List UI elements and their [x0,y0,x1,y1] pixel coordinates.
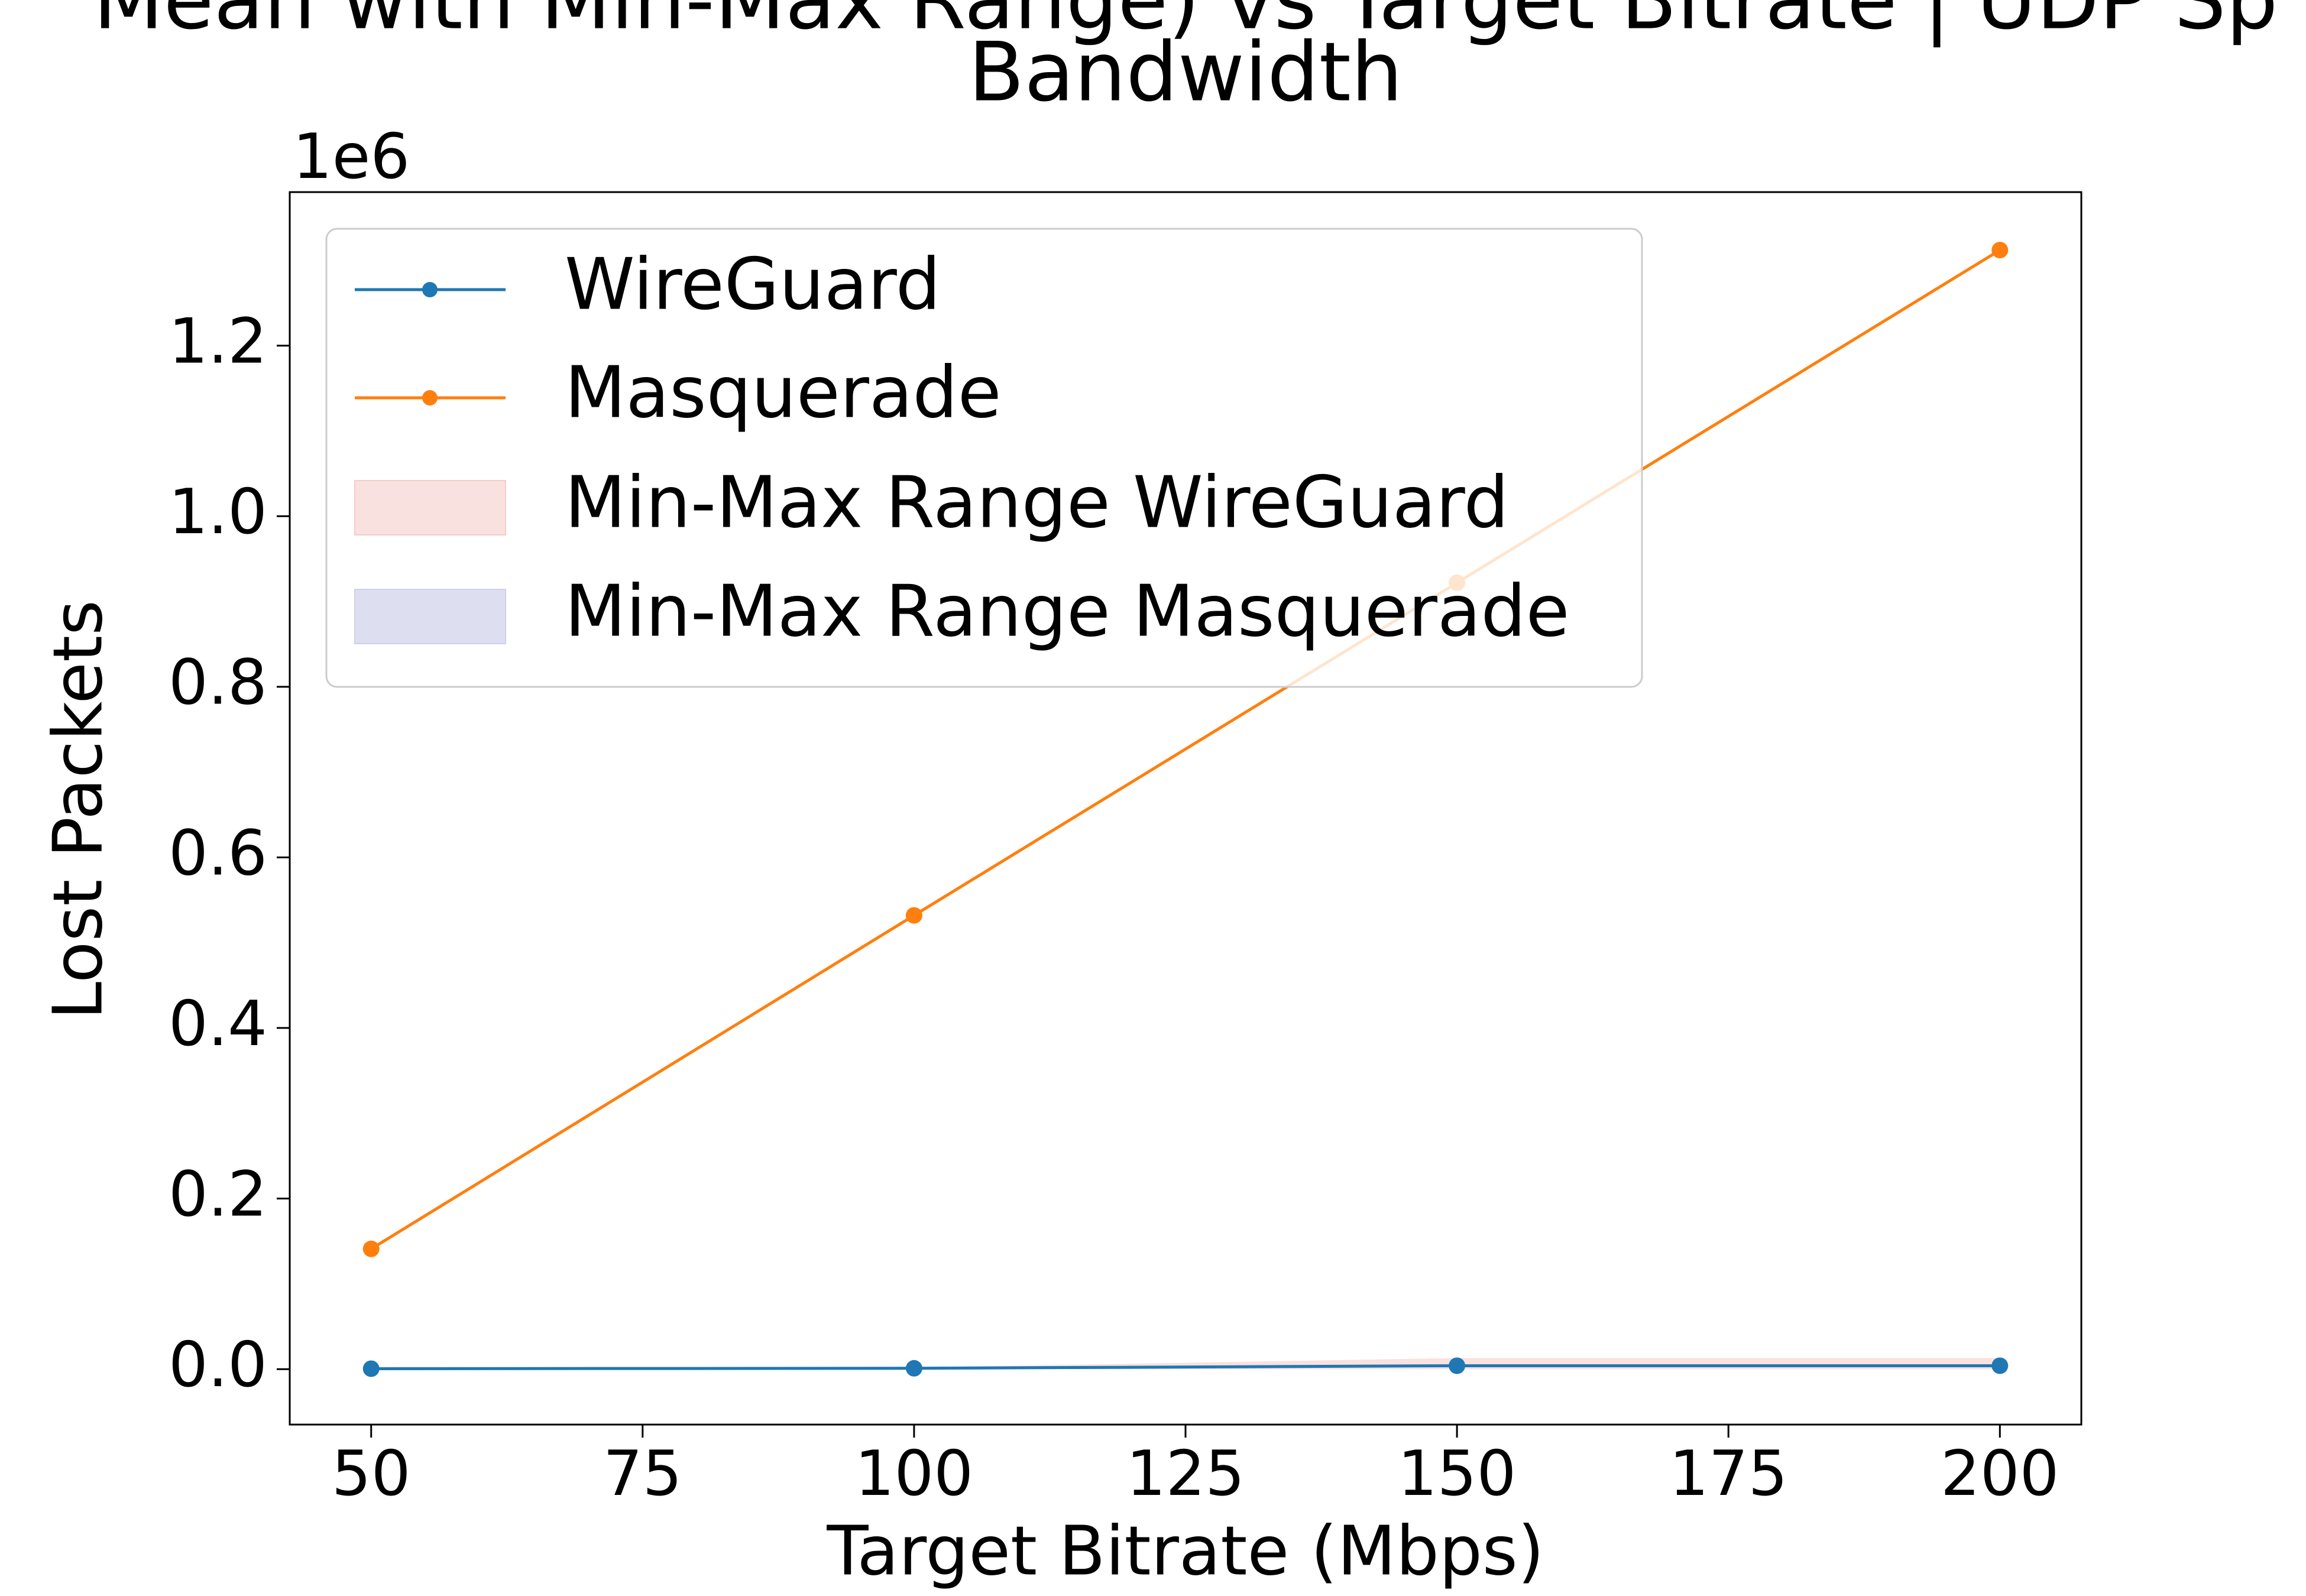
legend-swatch-range-wireguard [354,480,506,536]
y-tick-label: 0.0 [169,1329,267,1401]
y-axis-title: Lost Packets [39,600,118,1020]
series-lines [370,248,2001,1370]
x-tick-label: 75 [603,1438,682,1510]
data-point-masquerade-50 [362,1240,380,1257]
x-tick-label: 200 [1941,1438,2059,1510]
chart-title-line-1: Mean with Min-Max Range) vs Target Bitra… [93,0,2278,48]
data-point-wireguard-100 [905,1360,922,1377]
legend-marker-masquerade [422,390,438,406]
x-axis-ticks: 50 75 100 125 150 175 200 [332,1425,2059,1510]
legend-frame [325,228,1643,688]
chart-title-line-2: Bandwidth [969,25,1403,120]
legend-label-wireguard: WireGuard [565,244,941,326]
x-tick-label: 125 [1126,1438,1245,1510]
legend-label-range-masquerade: Min-Max Range Masquerade [565,571,1569,653]
series-points [362,242,2009,1377]
legend-item-masquerade: Masquerade [355,352,1002,434]
x-tick-label: 100 [855,1438,973,1510]
y-tick-label: 0.8 [169,647,267,719]
data-point-masquerade-100 [905,907,922,924]
y-tick-label: 1.2 [169,306,267,378]
legend: WireGuard Masquerade Min-Max Range WireG… [325,228,1643,688]
legend-label-masquerade: Masquerade [565,352,1002,434]
legend-swatch-range-masquerade [354,589,506,644]
x-tick-label: 50 [332,1438,411,1510]
x-tick-label: 175 [1669,1438,1787,1510]
y-tick-label: 0.6 [169,817,267,889]
legend-marker-wireguard [422,282,438,297]
legend-item-range-wireguard: Min-Max Range WireGuard [354,462,1509,544]
y-offset-label: 1e6 [293,121,410,193]
data-point-masquerade-200 [1991,242,2009,259]
data-point-wireguard-200 [1991,1357,2009,1374]
y-tick-label: 1.0 [169,476,267,548]
series-line-wireguard [371,1364,2000,1370]
y-tick-label: 0.2 [169,1158,267,1230]
series-line-masquerade [370,248,2001,1250]
legend-label-range-wireguard: Min-Max Range WireGuard [565,462,1509,544]
y-axis-ticks: 0.0 0.2 0.4 0.6 0.8 1.0 1.2 [169,306,290,1401]
legend-item-wireguard: WireGuard [355,244,941,326]
data-point-wireguard-150 [1449,1357,1466,1374]
y-tick-label: 0.4 [169,988,267,1060]
data-point-wireguard-50 [362,1360,380,1377]
x-axis-title: Target Bitrate (Mbps) [826,1512,1544,1591]
x-tick-label: 150 [1398,1438,1516,1510]
legend-item-range-masquerade: Min-Max Range Masquerade [354,571,1569,653]
